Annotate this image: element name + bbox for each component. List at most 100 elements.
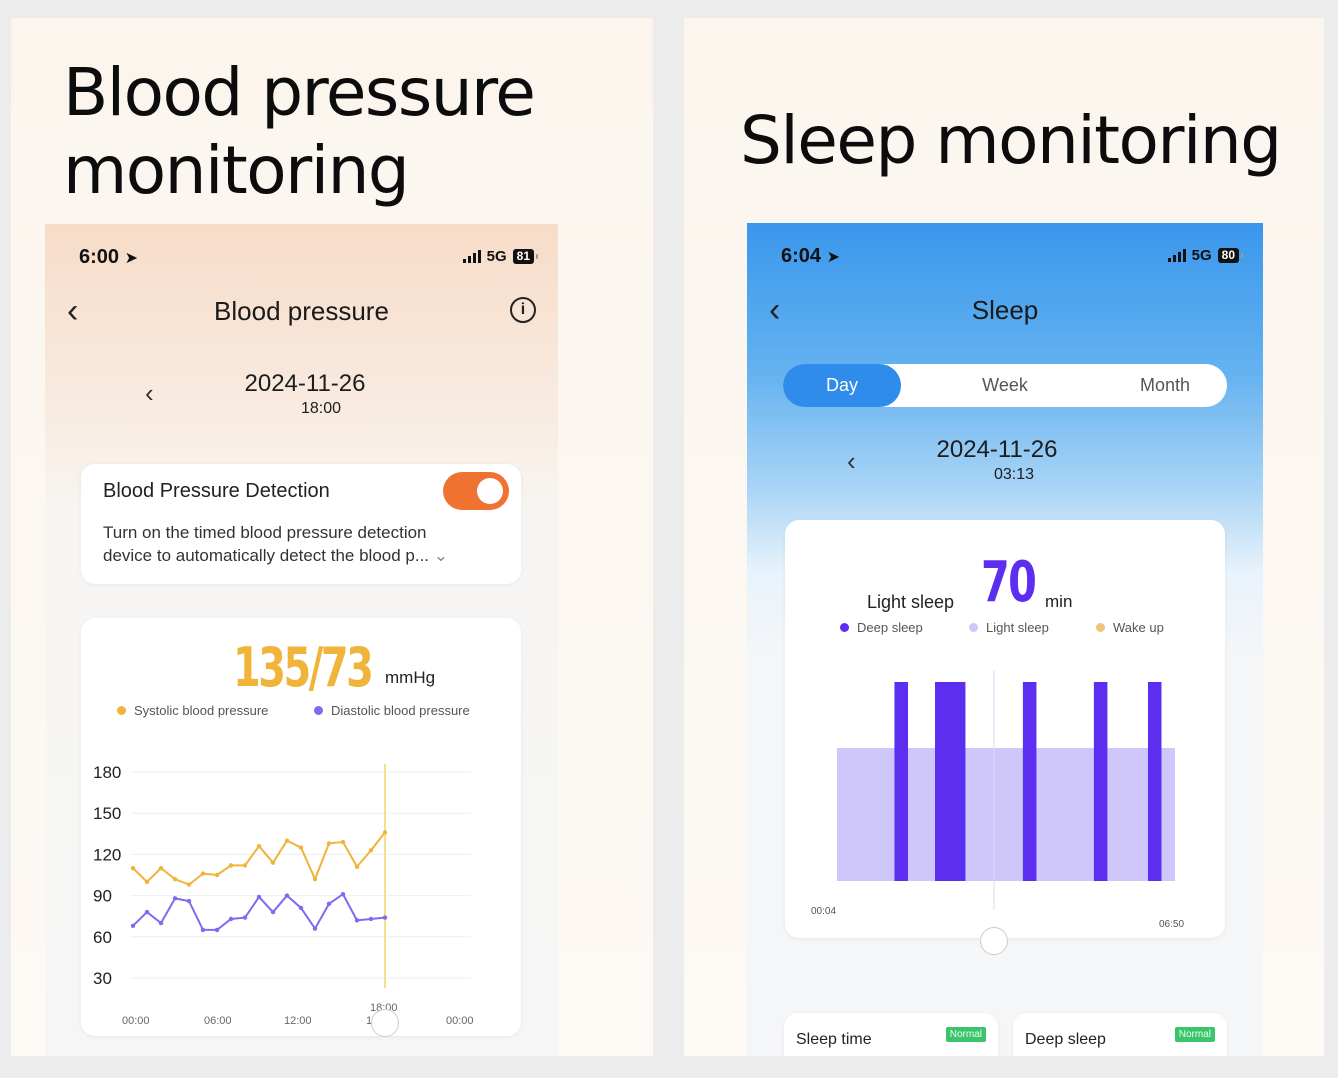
- info-icon[interactable]: i: [510, 297, 536, 323]
- card-title: Deep sleep: [1025, 1031, 1106, 1048]
- x-tick-label: 12:00: [284, 1015, 312, 1027]
- systolic-dot: [117, 706, 126, 716]
- time-label: 03:13: [993, 466, 1035, 483]
- data-point: [312, 876, 318, 882]
- data-point: [284, 838, 290, 843]
- data-point: [200, 927, 206, 933]
- bp-unit: mmHg: [385, 668, 436, 687]
- network-label: 5G: [486, 248, 507, 265]
- data-point: [228, 916, 234, 922]
- deep-sleep-card[interactable]: Deep sleep Normal: [1013, 1013, 1227, 1056]
- y-tick-label: 90: [93, 887, 112, 906]
- series-line: [132, 892, 386, 931]
- wake-up-dot: [1096, 623, 1105, 633]
- data-point: [172, 896, 178, 901]
- sleep-time-card[interactable]: Sleep time Normal: [784, 1013, 998, 1056]
- x-tick-label: 06:00: [204, 1015, 232, 1027]
- data-point: [186, 898, 192, 904]
- data-point: [256, 843, 262, 849]
- y-tick-label: 150: [93, 804, 121, 823]
- page-title: Blood pressure: [214, 296, 389, 326]
- legend-deep-sleep: Deep sleep: [840, 620, 923, 635]
- signal-icon: [1167, 249, 1186, 262]
- light-sleep-block: [837, 748, 1175, 881]
- home-indicator[interactable]: [980, 927, 1008, 955]
- sleep-chart-card: Light sleep 70 min Deep sleep Light slee…: [785, 520, 1225, 938]
- description-line-2: device to automatically detect the blood…: [103, 546, 449, 565]
- detection-toggle[interactable]: [443, 472, 509, 510]
- date-label: 2024-11-26: [244, 370, 366, 397]
- signal-icon: [462, 250, 481, 263]
- data-point: [214, 872, 220, 878]
- y-tick-label: 60: [93, 928, 112, 947]
- period-tabs: Day Week Month: [783, 364, 1227, 407]
- legend-light-sleep: Light sleep: [969, 620, 1049, 635]
- data-point: [284, 893, 290, 898]
- data-point: [158, 865, 164, 871]
- data-point: [340, 892, 346, 897]
- chevron-down-icon[interactable]: ⌄: [433, 546, 449, 565]
- data-point: [270, 860, 276, 865]
- status-time: 6:04 ➤: [781, 245, 840, 267]
- deep-sleep-block: [1022, 682, 1037, 881]
- date-display: 2024-11-26 18:00: [205, 370, 405, 418]
- status-icons: 5G 81: [462, 248, 539, 265]
- status-bar: 6:00 ➤ 5G 81: [79, 246, 539, 270]
- data-point: [270, 909, 276, 915]
- status-bar: 6:04 ➤ 5G 80: [781, 245, 1244, 269]
- data-point: [382, 830, 388, 835]
- previous-date-button[interactable]: ‹: [847, 446, 856, 476]
- data-point: [144, 879, 150, 885]
- tab-month[interactable]: Month: [1139, 375, 1191, 395]
- summary-unit: min: [1045, 592, 1073, 611]
- series-line: [132, 831, 386, 886]
- x-tick-label: 00:00: [446, 1015, 474, 1027]
- time-label: 18:00: [300, 400, 342, 417]
- legend-diastolic: Diastolic blood pressure: [314, 703, 470, 718]
- card-title: Sleep time: [796, 1031, 872, 1048]
- sleep-panel: Sleep monitoring 6:04 ➤ 5G 80 ‹ Sleep Da…: [684, 18, 1324, 1056]
- headline: Sleep monitoring: [740, 102, 1282, 179]
- status-time: 6:00 ➤: [79, 246, 138, 268]
- home-indicator[interactable]: [371, 1009, 399, 1037]
- data-point: [354, 918, 360, 923]
- summary-value: 70: [981, 550, 1037, 615]
- data-point: [228, 863, 234, 868]
- tab-week[interactable]: Week: [982, 375, 1028, 395]
- battery-icon: 80: [1217, 248, 1244, 263]
- data-point: [144, 909, 150, 915]
- data-point: [368, 848, 374, 853]
- status-icons: 5G 80: [1167, 247, 1244, 264]
- status-badge: Normal: [1174, 1027, 1215, 1042]
- deep-sleep-block: [935, 682, 966, 881]
- x-start-label: 00:04: [811, 906, 836, 917]
- x-end-label: 06:50: [1159, 919, 1184, 930]
- diastolic-dot: [314, 706, 323, 716]
- y-tick-label: 120: [93, 845, 121, 864]
- data-point: [200, 871, 206, 876]
- legend-systolic: Systolic blood pressure: [117, 703, 268, 718]
- previous-date-button[interactable]: ‹: [145, 378, 154, 408]
- detection-card: Blood Pressure Detection Turn on the tim…: [81, 464, 521, 584]
- data-point: [354, 864, 360, 869]
- x-tick-label: 00:00: [122, 1015, 150, 1027]
- date-label: 2024-11-26: [936, 436, 1058, 463]
- back-button[interactable]: ‹: [769, 291, 781, 329]
- y-tick-label: 30: [93, 969, 112, 988]
- phone-screen-sleep: 6:04 ➤ 5G 80 ‹ Sleep Day Week Month ‹ 20…: [747, 223, 1263, 1056]
- sleep-bar-chart: 00:04 06:50: [811, 670, 1184, 930]
- detection-title: Blood Pressure Detection: [103, 480, 330, 502]
- data-point: [130, 865, 136, 871]
- data-point: [186, 882, 192, 887]
- y-tick-label: 180: [93, 763, 121, 782]
- back-button[interactable]: ‹: [67, 292, 79, 330]
- deep-sleep-block: [894, 682, 908, 881]
- network-label: 5G: [1191, 247, 1212, 264]
- deep-sleep-block: [1093, 682, 1108, 881]
- phone-screen-blood-pressure: 6:00 ➤ 5G 81 ‹ Blood pressure i ‹ 2024-1…: [45, 224, 558, 1056]
- light-sleep-dot: [969, 623, 978, 633]
- battery-icon: 81: [512, 249, 539, 264]
- data-point: [130, 923, 136, 929]
- deep-sleep-block: [1147, 682, 1162, 881]
- tab-day[interactable]: Day: [783, 364, 901, 407]
